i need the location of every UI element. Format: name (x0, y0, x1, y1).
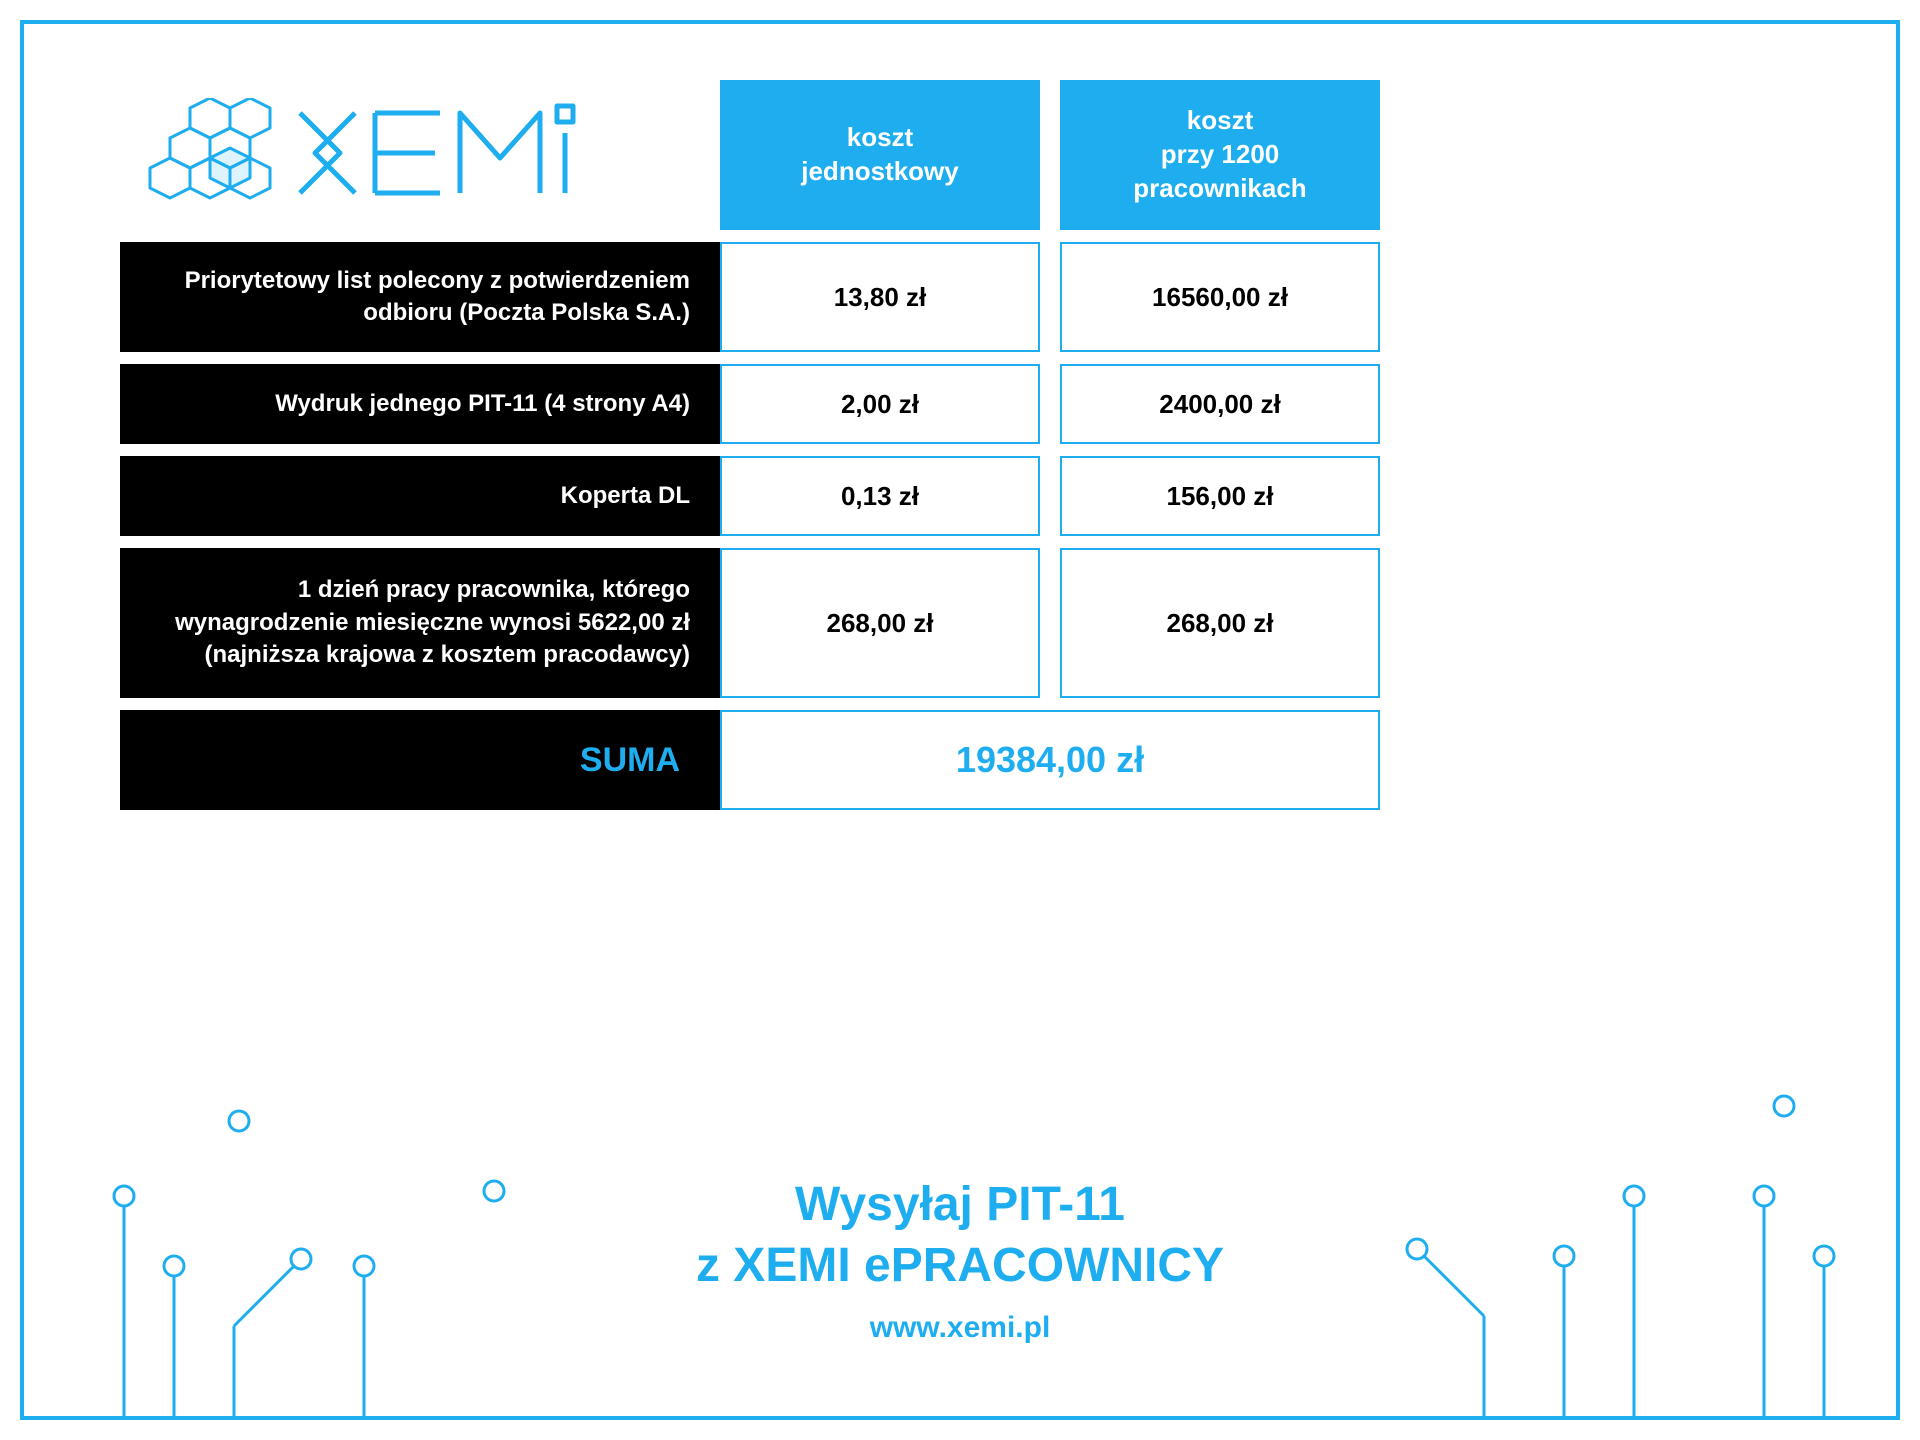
row-unit-cost: 2,00 zł (720, 364, 1040, 444)
row-label: Priorytetowy list polecony z potwierdzen… (120, 242, 720, 352)
row-total-cost: 2400,00 zł (1060, 364, 1380, 444)
row-label: 1 dzień pracy pracownika, którego wynagr… (120, 548, 720, 698)
row-total-cost: 16560,00 zł (1060, 242, 1380, 352)
footer-line-2: z XEMI ePRACOWNICY (0, 1238, 1920, 1293)
logo-cell (120, 80, 720, 230)
row-total-cost: 268,00 zł (1060, 548, 1380, 698)
row-unit-cost: 0,13 zł (720, 456, 1040, 536)
footer-line-1: Wysyłaj PIT-11 (0, 1177, 1920, 1232)
sum-value: 19384,00 zł (720, 710, 1380, 810)
footer: Wysyłaj PIT-11 z XEMI ePRACOWNICY www.xe… (0, 1177, 1920, 1345)
column-gap (1040, 548, 1060, 698)
row-total-cost: 156,00 zł (1060, 456, 1380, 536)
xemi-logo (140, 98, 680, 213)
row-unit-cost: 268,00 zł (720, 548, 1040, 698)
row-unit-cost: 13,80 zł (720, 242, 1040, 352)
main-content: kosztjednostkowy kosztprzy 1200pracownik… (120, 80, 1800, 810)
footer-url: www.xemi.pl (0, 1311, 1920, 1345)
row-label: Wydruk jednego PIT-11 (4 strony A4) (120, 364, 720, 444)
sum-label: SUMA (120, 710, 720, 810)
column-header-total: kosztprzy 1200pracownikach (1060, 80, 1380, 230)
column-header-unit: kosztjednostkowy (720, 80, 1040, 230)
column-gap (1040, 364, 1060, 444)
pricing-table: kosztjednostkowy kosztprzy 1200pracownik… (120, 80, 1800, 810)
row-label: Koperta DL (120, 456, 720, 536)
column-gap (1040, 456, 1060, 536)
column-gap (1040, 242, 1060, 352)
column-gap (1040, 80, 1060, 230)
